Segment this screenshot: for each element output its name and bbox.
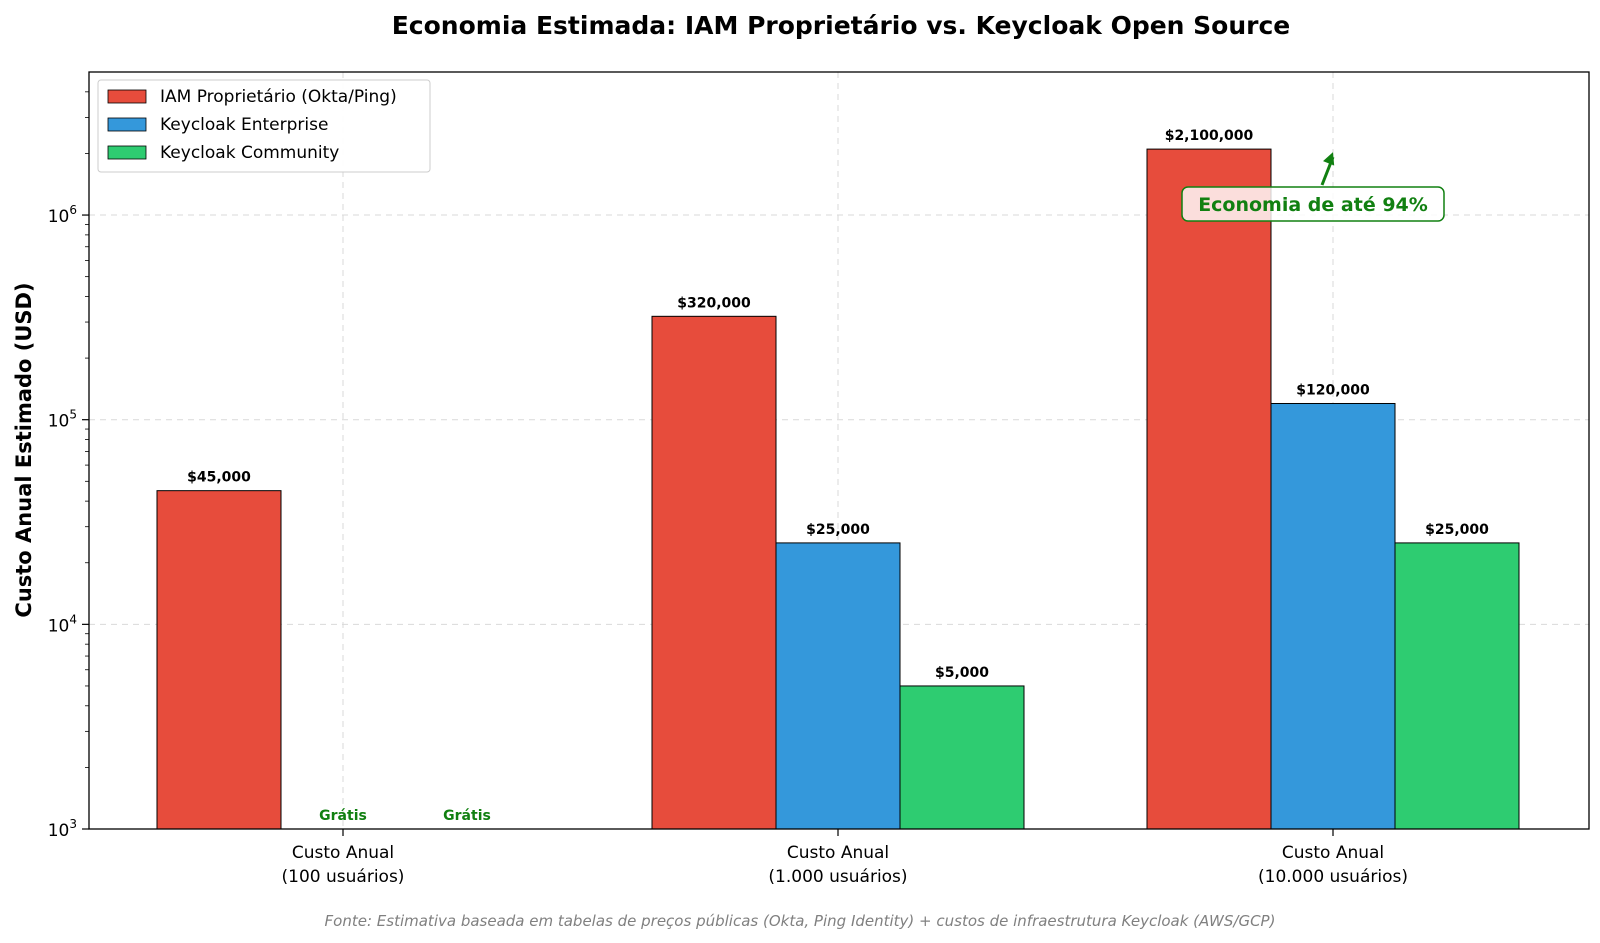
value-label: $25,000 [1425,522,1489,538]
y-tick-label: 105 [48,408,77,432]
legend-swatch [107,89,147,104]
x-tick-label: (10.000 usuários) [1258,867,1408,887]
value-label: $45,000 [187,470,251,486]
source-note: Fonte: Estimativa baseada em tabelas de … [325,912,1276,930]
bars [156,148,1520,830]
legend-label: Keycloak Community [160,143,339,163]
chart-title: Economia Estimada: IAM Proprietário vs. … [392,11,1291,40]
legend: IAM Proprietário (Okta/Ping) Keycloak Ent… [97,79,431,173]
x-tick-label: (1.000 usuários) [768,867,907,887]
value-label: $2,100,000 [1165,128,1254,144]
annotation: Economia de até 94% [1181,152,1445,222]
bar [775,542,901,830]
bar [1146,148,1272,830]
legend-label: IAM Proprietário (Okta/Ping) [160,87,397,107]
value-label: $320,000 [677,295,751,311]
annotation-arrowhead [1323,152,1335,166]
legend-swatch [107,117,147,132]
y-tick-label: 106 [48,203,77,227]
x-tick-label: (100 usuários) [282,867,405,887]
annotation-box [1181,186,1445,222]
value-label: $5,000 [935,665,989,681]
x-tick-label: Custo Anual [1282,843,1384,863]
value-label: $120,000 [1296,382,1370,398]
bar [899,685,1025,830]
annotation-text: Economia de até 94% [1198,194,1428,216]
legend-label: Keycloak Enterprise [160,115,328,135]
bar [156,490,282,830]
y-axis: 103 104 105 106 [48,91,89,841]
bar [1394,542,1520,830]
x-axis: Custo Anual (100 usuários) Custo Anual (1.0… [282,829,1408,887]
legend-box [97,79,431,173]
y-axis-label: Custo Anual Estimado (USD) [12,282,36,617]
free-label: Grátis [443,808,491,824]
y-tick-label: 104 [48,612,77,636]
value-label: $25,000 [806,522,870,538]
bar [1270,402,1396,830]
bar [651,315,777,830]
free-label: Grátis [319,808,367,824]
value-labels: $45,000 $320,000 $2,100,000 Grátis $25,000 $1… [187,128,1489,824]
x-tick-label: Custo Anual [292,843,394,863]
plot-frame [88,71,1590,830]
x-tick-label: Custo Anual [787,843,889,863]
y-tick-label: 103 [48,817,77,841]
legend-swatch [107,145,147,160]
